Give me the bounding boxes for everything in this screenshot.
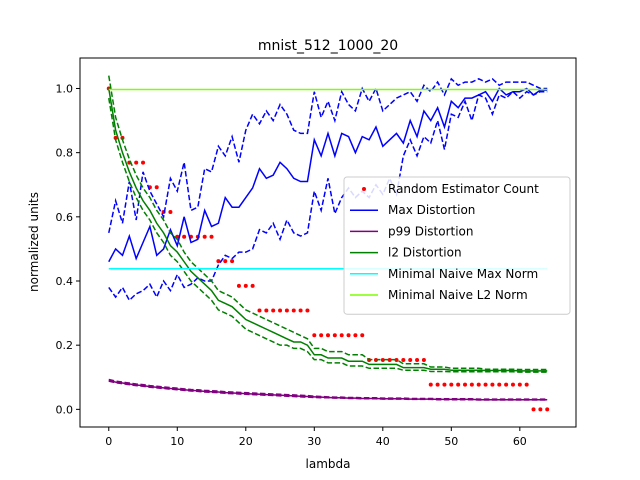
plot-area: [106, 75, 550, 412]
x-tick-label: 50: [444, 435, 458, 448]
max-distortion-upper-band: [108, 77, 548, 234]
random-estimator-count-point: [469, 382, 474, 387]
random-estimator-count-point: [483, 382, 488, 387]
max-distortion-line: [108, 87, 548, 263]
random-estimator-count-point: [216, 259, 221, 264]
l2-distortion-upper-band: [108, 75, 548, 371]
random-estimator-count-point: [271, 308, 276, 313]
max-distortion-lower-band: [108, 90, 548, 302]
random-estimator-count-point: [223, 259, 228, 264]
y-axis-ticks: 0.0 0.2 0.4 0.6 0.8 1.0: [56, 82, 80, 416]
x-axis-label: lambda: [306, 457, 351, 471]
x-tick-label: 20: [239, 435, 253, 448]
x-axis-ticks: 0 10 20 30 40 50 60: [105, 427, 527, 448]
random-estimator-count-point: [319, 333, 324, 338]
random-estimator-count-point: [312, 333, 317, 338]
random-estimator-count-point: [250, 283, 255, 288]
random-estimator-count-point: [531, 407, 536, 412]
random-estimator-count-point: [387, 357, 392, 362]
random-estimator-count-point: [202, 234, 207, 239]
max-distortion-legend-label: Max Distortion: [388, 203, 475, 217]
random-estimator-count-point: [278, 308, 283, 313]
random-estimator-count-point: [230, 259, 235, 264]
y-tick-label: 0.0: [56, 403, 74, 416]
random-estimator-count-point: [264, 308, 269, 313]
random-estimator-count-point: [141, 160, 146, 165]
random-estimator-count-point: [332, 333, 337, 338]
random-estimator-count-point: [517, 382, 522, 387]
axes-frame: [79, 57, 577, 428]
y-tick-label: 0.4: [56, 275, 74, 288]
random-estimator-count-point: [408, 357, 413, 362]
random-estimator-count-point: [538, 407, 543, 412]
random-estimator-count-point: [298, 308, 303, 313]
x-tick-label: 10: [170, 435, 184, 448]
random-estimator-count-point: [449, 382, 454, 387]
l2-distortion-line: [108, 88, 548, 372]
y-tick-label: 0.2: [56, 339, 74, 352]
random-estimator-count-point: [456, 382, 461, 387]
random-estimator-count-point: [168, 210, 173, 215]
random-estimator-count-point: [415, 357, 420, 362]
random-estimator-count-point: [401, 357, 406, 362]
random-estimator-count-point: [339, 333, 344, 338]
y-tick-label: 0.6: [56, 211, 74, 224]
random-estimator-count-point: [257, 308, 262, 313]
random-estimator-count-point: [305, 308, 310, 313]
random-estimator-count-point: [134, 160, 139, 165]
random-estimator-count-point: [545, 407, 550, 412]
random-estimator-count-legend-marker: [362, 187, 366, 191]
random-estimator-count-point: [497, 382, 502, 387]
random-estimator-count-point: [291, 308, 296, 313]
legend: Random Estimator Count Max Distortion p99 …: [343, 176, 571, 315]
x-tick-label: 0: [105, 435, 112, 448]
random-estimator-count-point: [421, 357, 426, 362]
random-estimator-count-point: [524, 382, 529, 387]
x-tick-label: 40: [376, 435, 390, 448]
random-estimator-count-point: [346, 333, 351, 338]
y-tick-label: 1.0: [56, 82, 74, 95]
random-estimator-count-point: [510, 382, 515, 387]
p99-distortion-line: [108, 379, 548, 401]
random-estimator-count-point: [490, 382, 495, 387]
random-estimator-count-legend-label: Random Estimator Count: [388, 182, 539, 196]
chart-title: mnist_512_1000_20: [258, 38, 398, 54]
y-axis-label: normalized units: [27, 192, 41, 292]
random-estimator-count-point: [353, 333, 358, 338]
random-estimator-count-point: [209, 234, 214, 239]
random-estimator-count-point: [360, 333, 365, 338]
random-estimator-count-point: [182, 234, 187, 239]
x-tick-label: 30: [307, 435, 321, 448]
random-estimator-count-point: [476, 382, 481, 387]
l2-distortion-legend-label: l2 Distortion: [388, 246, 462, 260]
random-estimator-count-point: [236, 283, 241, 288]
y-tick-label: 0.8: [56, 147, 74, 160]
p99-distortion-legend-label: p99 Distortion: [388, 224, 474, 238]
random-estimator-count-point: [243, 283, 248, 288]
random-estimator-count-point: [435, 382, 440, 387]
random-estimator-count-point: [428, 382, 433, 387]
random-estimator-count-point: [154, 185, 159, 190]
minimal-naive-l2-norm-legend-label: Minimal Naive L2 Norm: [388, 288, 528, 302]
random-estimator-count-point: [463, 382, 468, 387]
random-estimator-count-point: [326, 333, 330, 338]
legend-frame: [343, 176, 571, 315]
random-estimator-count-point: [442, 382, 447, 387]
random-estimator-count-point: [284, 308, 289, 313]
random-estimator-count-point: [504, 382, 509, 387]
minimal-naive-max-norm-legend-label: Minimal Naive Max Norm: [388, 267, 538, 281]
x-tick-label: 60: [513, 435, 527, 448]
